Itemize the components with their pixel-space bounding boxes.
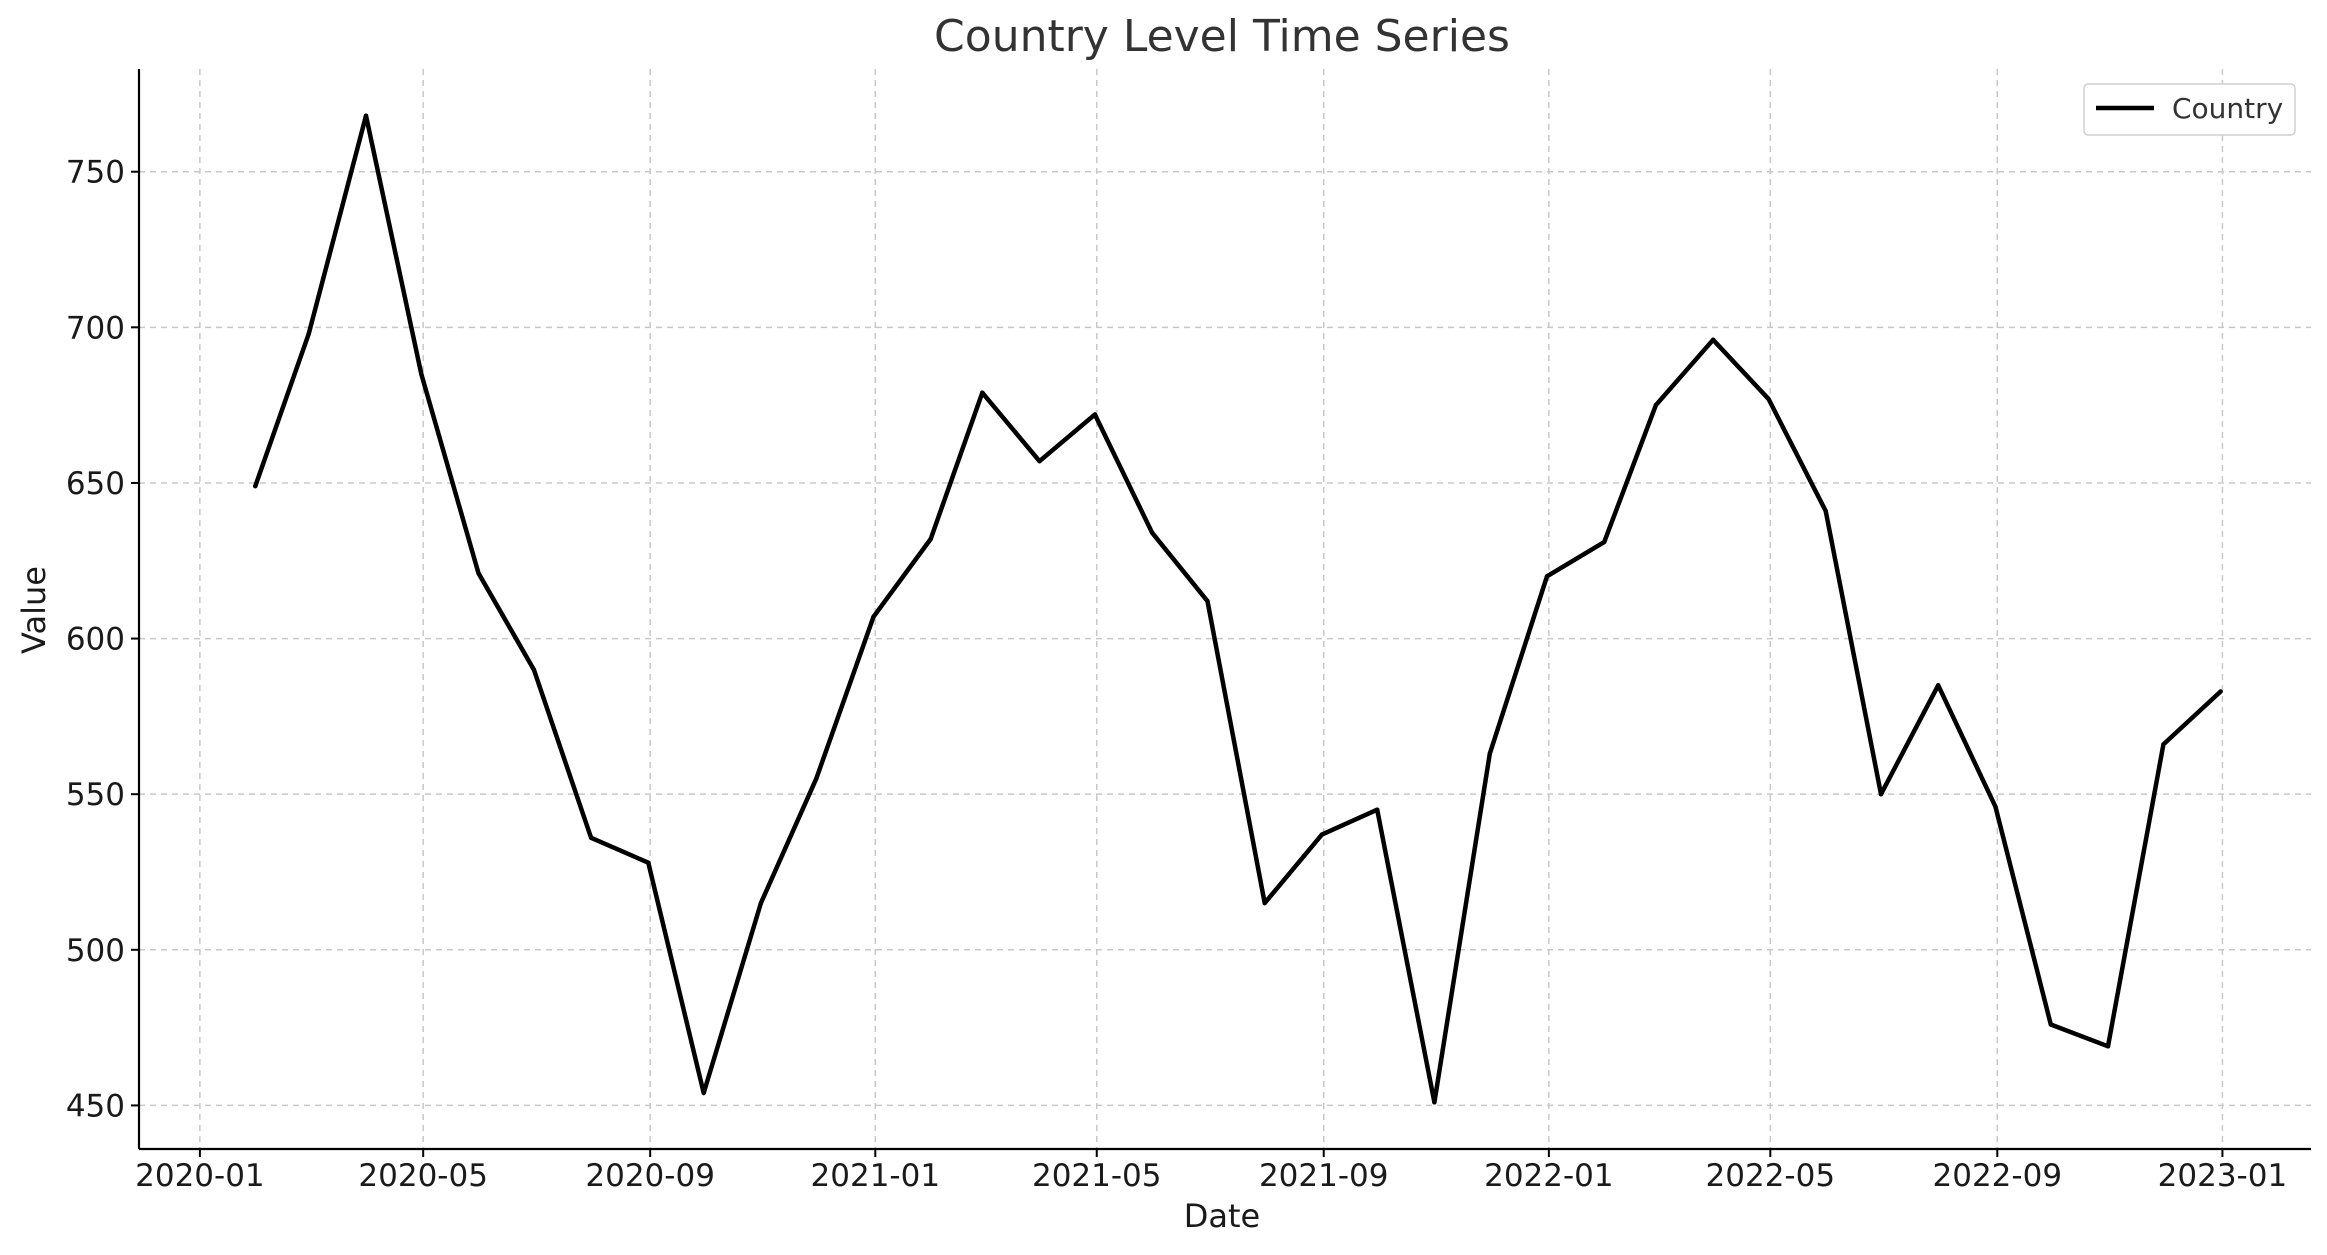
grid [139, 69, 2311, 1149]
y-axis-ticks: 450 500 550 600 650 700 750 [66, 155, 139, 1124]
data-point [646, 860, 651, 865]
y-tick-label: 700 [66, 310, 125, 346]
data-point [1432, 1100, 1437, 1105]
data-point [2218, 689, 2223, 694]
y-axis-title: Value [15, 566, 53, 654]
data-point [1487, 751, 1493, 756]
y-tick-label: 550 [66, 777, 125, 813]
legend-box [2083, 83, 2296, 136]
data-point [871, 614, 876, 619]
data-point [1149, 530, 1155, 535]
x-tick-label: 2020-01 [135, 1158, 265, 1194]
y-tick-label: 600 [66, 622, 125, 658]
data-point [1936, 683, 1941, 688]
x-tick-label: 2022-01 [1484, 1158, 1614, 1194]
data-point [1375, 807, 1380, 812]
data-point [1710, 337, 1716, 342]
x-tick-label: 2023-01 [2158, 1158, 2288, 1194]
data-point [2105, 1044, 2111, 1049]
data-point [1037, 459, 1042, 464]
data-point [531, 667, 537, 672]
data-point [1544, 574, 1550, 579]
x-tick-label: 2020-09 [585, 1158, 715, 1194]
data-point [1092, 412, 1098, 417]
data-point [1766, 396, 1771, 402]
data-point [980, 390, 985, 395]
data-point [1319, 832, 1325, 837]
x-tick-label: 2022-09 [1933, 1158, 2063, 1194]
x-tick-label: 2020-05 [358, 1158, 488, 1194]
data-point [928, 536, 933, 542]
series-line-country [253, 113, 2223, 1105]
legend-label-country: Country [2172, 92, 2283, 125]
data-point [1262, 900, 1267, 906]
data-point [814, 776, 819, 781]
data-point [363, 113, 369, 118]
x-tick-label: 2021-01 [811, 1158, 941, 1194]
data-point [253, 483, 258, 489]
chart-title: Country Level Time Series [934, 11, 1510, 62]
legend: Country [2083, 83, 2296, 136]
data-point [1823, 508, 1828, 514]
data-point [1653, 402, 1659, 408]
x-axis-title: Date [1184, 1197, 1260, 1235]
series-layer [253, 113, 2223, 1105]
data-point [701, 1090, 706, 1096]
data-point [1602, 539, 1607, 545]
data-point [758, 900, 764, 906]
y-tick-label: 450 [66, 1088, 125, 1124]
data-point [1205, 599, 1210, 604]
x-tick-label: 2021-09 [1259, 1158, 1389, 1194]
data-point [1878, 792, 1884, 797]
data-point [306, 331, 311, 336]
x-tick-label: 2022-05 [1706, 1158, 1836, 1194]
y-tick-label: 500 [66, 933, 125, 969]
data-point [1993, 804, 1998, 809]
x-tick-label: 2021-05 [1032, 1158, 1162, 1194]
y-tick-label: 650 [66, 466, 125, 502]
data-point [588, 835, 594, 840]
y-tick-label: 750 [66, 155, 125, 191]
data-point [419, 371, 424, 377]
data-point [476, 571, 481, 576]
x-axis-ticks: 2020-01 2020-05 2020-09 2021-01 2021-05 2021-… [135, 1149, 2287, 1194]
data-point [2161, 742, 2166, 747]
data-point [2048, 1022, 2053, 1027]
